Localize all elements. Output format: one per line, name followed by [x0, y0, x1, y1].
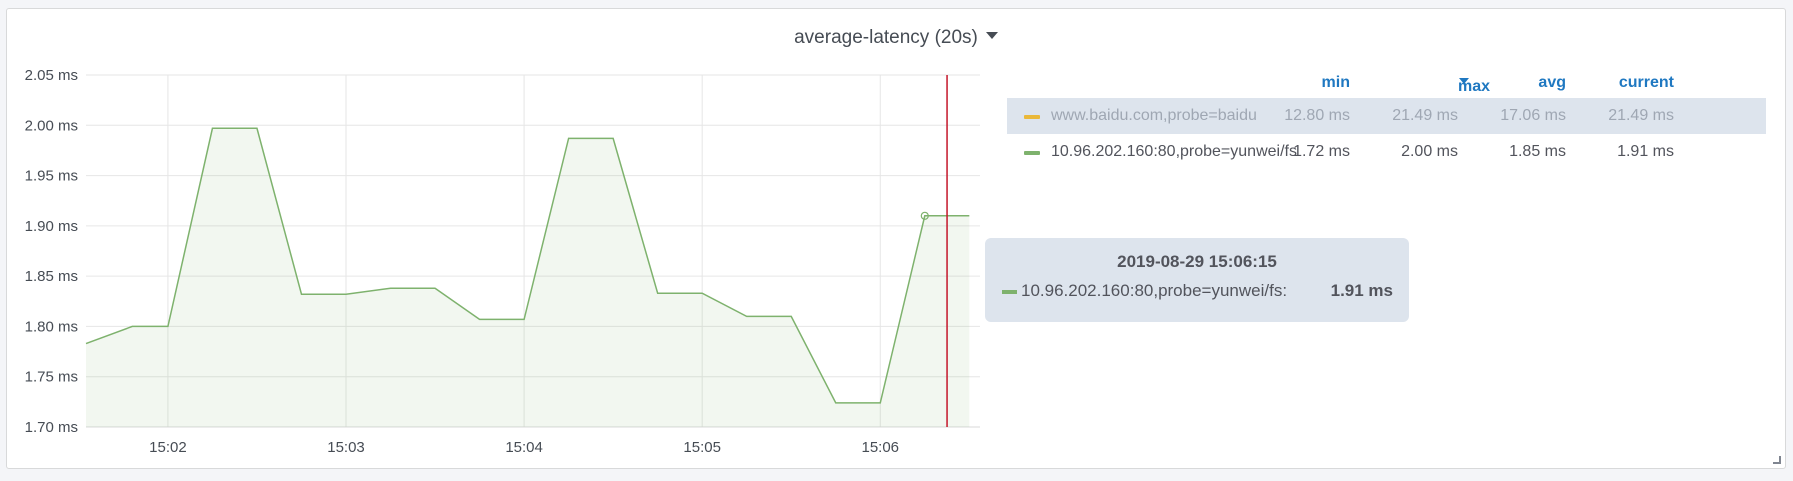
- data-point: [834, 401, 837, 404]
- data-point: [879, 401, 882, 404]
- legend-row[interactable]: www.baidu.com,probe=baidu 12.80 ms 21.49…: [1007, 98, 1766, 134]
- panel-title[interactable]: average-latency (20s): [794, 27, 978, 48]
- legend-header-avg[interactable]: avg: [1538, 74, 1566, 91]
- data-point: [434, 287, 437, 290]
- caret-down-icon[interactable]: [985, 32, 998, 40]
- y-tick-label: 1.75 ms: [25, 369, 78, 386]
- x-tick-label: 15:03: [327, 439, 365, 456]
- y-tick-label: 1.80 ms: [25, 318, 78, 335]
- y-tick-label: 1.90 ms: [25, 218, 78, 235]
- data-point: [166, 325, 169, 328]
- data-point: [255, 127, 258, 130]
- tooltip-series-swatch: [1002, 290, 1017, 294]
- legend-row[interactable]: 10.96.202.160:80,probe=yunwei/fs 1.72 ms…: [1007, 134, 1766, 170]
- data-point: [701, 292, 704, 295]
- data-point: [523, 318, 526, 321]
- data-point: [790, 315, 793, 318]
- legend-value-avg: 1.85 ms: [1509, 143, 1566, 160]
- y-tick-label: 2.00 ms: [25, 117, 78, 134]
- data-point: [612, 137, 615, 140]
- data-point: [745, 315, 748, 318]
- data-point: [567, 137, 570, 140]
- legend-series-name[interactable]: 10.96.202.160:80,probe=yunwei/fs: [1051, 143, 1297, 160]
- tooltip-time: 2019-08-29 15:06:15: [1117, 252, 1277, 271]
- series-area: [86, 128, 970, 427]
- hover-tooltip: 2019-08-29 15:06:15 10.96.202.160:80,pro…: [985, 238, 1409, 322]
- graph-panel: average-latency (20s): [6, 8, 1786, 469]
- data-point: [389, 287, 392, 290]
- resize-handle-icon[interactable]: [1773, 456, 1781, 464]
- x-tick-label: 15:04: [505, 439, 543, 456]
- tooltip-series-name: 10.96.202.160:80,probe=yunwei/fs:: [1021, 281, 1288, 300]
- sort-desc-icon: [1459, 78, 1469, 84]
- data-point: [300, 293, 303, 296]
- legend-series-name[interactable]: www.baidu.com,probe=baidu: [1051, 107, 1257, 124]
- series-color-swatch[interactable]: [1024, 151, 1040, 155]
- legend-value-avg: 17.06 ms: [1500, 107, 1566, 124]
- legend-value-current: 1.91 ms: [1617, 143, 1674, 160]
- y-tick-label: 1.95 ms: [25, 168, 78, 185]
- data-point: [85, 342, 88, 345]
- data-point: [345, 293, 348, 296]
- hover-point-marker: [920, 211, 929, 220]
- data-point: [923, 214, 926, 217]
- data-point: [478, 318, 481, 321]
- legend-value-max: 21.49 ms: [1392, 107, 1458, 124]
- data-point: [968, 214, 971, 217]
- x-tick-label: 15:05: [683, 439, 721, 456]
- x-tick-label: 15:06: [861, 439, 899, 456]
- y-tick-label: 2.05 ms: [25, 67, 78, 84]
- legend-value-current: 21.49 ms: [1608, 107, 1674, 124]
- legend-value-min: 1.72 ms: [1293, 143, 1350, 160]
- tooltip-value: 1.91 ms: [1330, 281, 1393, 300]
- panel-title-menu[interactable]: average-latency (20s): [7, 27, 1785, 49]
- y-tick-label: 1.70 ms: [25, 419, 78, 436]
- data-point: [656, 292, 659, 295]
- legend-value-min: 12.80 ms: [1284, 107, 1350, 124]
- legend-value-max: 2.00 ms: [1401, 143, 1458, 160]
- legend-header-current[interactable]: current: [1618, 74, 1674, 91]
- data-point: [131, 325, 134, 328]
- x-tick-label: 15:02: [149, 439, 187, 456]
- data-point: [211, 127, 214, 130]
- legend-header: min max avg current: [1007, 70, 1766, 98]
- legend: min max avg current www.baidu.com,probe=…: [1007, 70, 1766, 170]
- series-color-swatch[interactable]: [1024, 115, 1040, 119]
- y-tick-label: 1.85 ms: [25, 268, 78, 285]
- series-line: [85, 127, 970, 404]
- legend-header-min[interactable]: min: [1321, 74, 1350, 91]
